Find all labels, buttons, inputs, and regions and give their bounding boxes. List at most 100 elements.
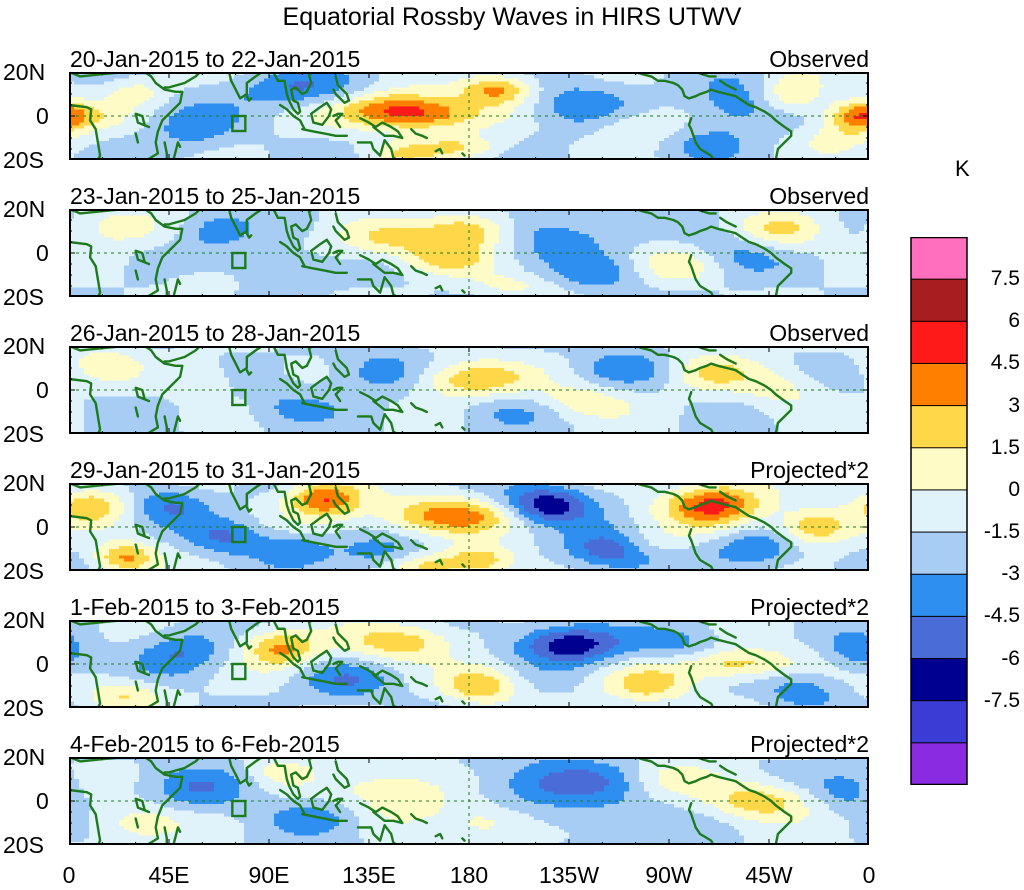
coastline xyxy=(332,386,344,403)
panel-frame xyxy=(69,620,869,708)
coastline xyxy=(245,506,253,513)
coastline xyxy=(69,651,102,708)
coastline xyxy=(332,112,344,129)
coastline xyxy=(309,238,333,263)
coastline xyxy=(69,514,102,571)
coastline xyxy=(301,265,348,274)
coastline xyxy=(134,523,151,540)
coastline xyxy=(434,147,444,155)
panel-type: Observed xyxy=(769,183,869,209)
y-tick-label: 20S xyxy=(3,696,44,720)
y-tick-label: 20N xyxy=(3,197,45,221)
y-tick-label: 20N xyxy=(3,471,45,495)
coastline xyxy=(332,760,351,789)
coastline xyxy=(309,649,333,674)
colorbar-tick-label: 1.5 xyxy=(960,436,1020,460)
coastline xyxy=(410,265,428,277)
coastline xyxy=(245,369,253,376)
colorbar-tick-label: -6 xyxy=(960,647,1020,671)
coastline xyxy=(332,349,351,378)
coastline xyxy=(172,141,182,160)
coastline xyxy=(358,391,404,414)
colorbar-segment xyxy=(910,489,968,533)
coastline xyxy=(358,528,404,551)
coastline xyxy=(461,563,466,568)
map-panel xyxy=(69,72,869,160)
coastline xyxy=(301,128,348,137)
coastline xyxy=(634,757,793,845)
coastline xyxy=(461,426,466,431)
coastline xyxy=(309,375,333,400)
colorbar-segment xyxy=(910,447,968,491)
coastlines xyxy=(69,209,793,297)
coastline xyxy=(356,549,400,571)
coastline xyxy=(434,695,444,703)
coastline xyxy=(163,620,202,637)
coastline xyxy=(410,676,428,688)
coastline xyxy=(434,421,444,429)
panel-period: 23-Jan-2015 to 25-Jan-2015 xyxy=(70,183,360,209)
panel-type: Projected*2 xyxy=(750,731,869,757)
coastline xyxy=(356,138,400,160)
colorbar-segment xyxy=(910,362,968,407)
coastline xyxy=(134,660,151,677)
coastline xyxy=(356,412,400,434)
coastline xyxy=(687,117,715,160)
y-tick-label: 20N xyxy=(3,745,45,769)
coastline xyxy=(143,72,184,160)
x-tick-label: 135E xyxy=(342,862,396,888)
colorbar-tick-label: 7.5 xyxy=(960,267,1020,291)
coastline xyxy=(163,826,169,845)
panel-frame xyxy=(69,72,869,160)
coastline xyxy=(356,686,400,708)
map-panel xyxy=(69,209,869,297)
coastline xyxy=(718,627,737,639)
colorbar-segment xyxy=(910,531,968,576)
panel-period: 1-Feb-2015 to 3-Feb-2015 xyxy=(70,594,340,620)
coastline xyxy=(461,837,466,842)
coastline xyxy=(163,278,169,297)
coastline xyxy=(172,415,182,434)
coastline xyxy=(163,483,202,500)
coastline xyxy=(163,346,202,363)
coastline xyxy=(134,817,140,829)
coastline xyxy=(69,377,102,434)
coastline xyxy=(227,483,264,511)
coastline xyxy=(227,209,264,237)
colorbar-frame xyxy=(910,237,968,785)
colorbar-segment xyxy=(910,742,968,785)
coastline xyxy=(718,764,737,776)
y-tick-label: 0 xyxy=(36,104,49,128)
coastline xyxy=(134,386,151,403)
coastline xyxy=(163,689,169,708)
coastline xyxy=(358,254,404,277)
coastline xyxy=(143,620,184,708)
colorbar-segment xyxy=(910,405,968,449)
coastline xyxy=(69,788,102,845)
panel-type: Observed xyxy=(769,46,869,72)
coastline xyxy=(358,665,404,688)
map-panel xyxy=(69,483,869,571)
coastline xyxy=(143,757,184,845)
colorbar-segment xyxy=(910,278,968,323)
panel-frame xyxy=(69,209,869,297)
y-tick-label: 20S xyxy=(3,285,44,309)
coastline xyxy=(272,209,315,252)
coastline xyxy=(163,209,202,226)
y-tick-label: 20N xyxy=(3,334,45,358)
y-tick-label: 0 xyxy=(36,789,49,813)
colorbar-tick-label: -3 xyxy=(960,562,1020,586)
coastline xyxy=(227,72,264,100)
coastline xyxy=(172,278,182,297)
coastline xyxy=(134,543,140,555)
coastline xyxy=(227,346,264,374)
coastline xyxy=(143,209,184,297)
y-tick-label: 0 xyxy=(36,378,49,402)
panel-period: 29-Jan-2015 to 31-Jan-2015 xyxy=(70,457,360,483)
coastline xyxy=(332,486,351,515)
colorbar-tick-label: 4.5 xyxy=(960,351,1020,375)
x-tick-label: 90W xyxy=(645,862,692,888)
coastline xyxy=(332,660,344,677)
coastline xyxy=(358,117,404,140)
colorbar-tick-label: -1.5 xyxy=(960,520,1020,544)
